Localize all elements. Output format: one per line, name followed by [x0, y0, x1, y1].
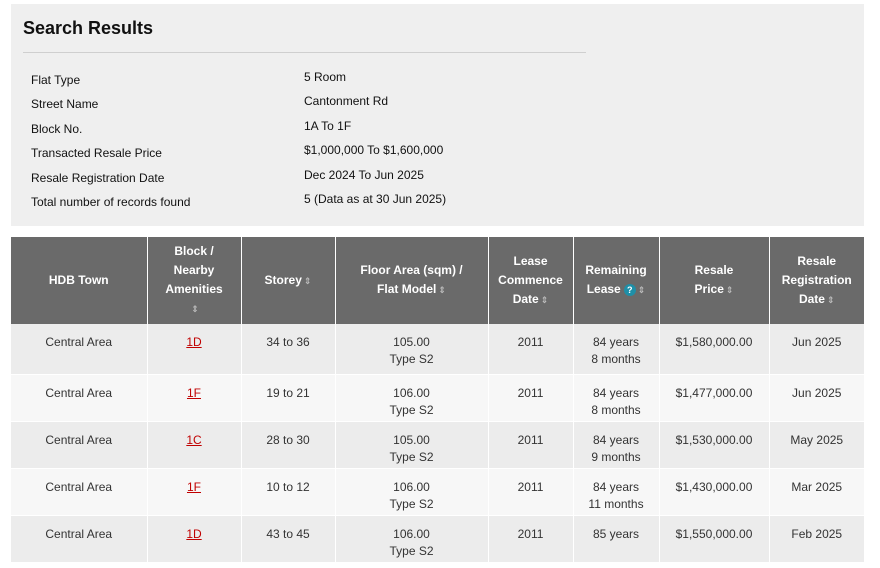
criteria-value: Cantonment Rd: [304, 94, 389, 108]
criteria-value: 5 (Data as at 30 Jun 2025): [304, 192, 447, 206]
block-link[interactable]: 1F: [186, 385, 201, 400]
block-link[interactable]: 1D: [186, 526, 202, 541]
cell-storey: 19 to 21: [241, 374, 336, 422]
cell-lease-commence: 2011: [488, 421, 574, 469]
cell-block: 1D: [147, 324, 242, 375]
cell-registration-date: Feb 2025: [769, 515, 864, 563]
table-row: Central Area 1D 43 to 45 106.00 Type S2 2…: [11, 515, 864, 563]
results-table: HDB Town Block / Nearby Amenities ⇕ Stor…: [11, 237, 864, 563]
header-hdb-town: HDB Town: [11, 237, 148, 324]
cell-block: 1F: [147, 374, 242, 422]
header-remaining-lease[interactable]: Remaining Lease? ⇕: [573, 237, 660, 324]
sort-arrows-icon[interactable]: ⇕: [725, 285, 734, 295]
cell-registration-date: Jun 2025: [769, 374, 864, 422]
cell-town: Central Area: [11, 515, 148, 563]
criteria-label: Resale Registration Date: [31, 171, 165, 185]
table-row: Central Area 1F 19 to 21 106.00 Type S2 2…: [11, 374, 864, 422]
cell-storey: 43 to 45: [241, 515, 336, 563]
header-resale-price[interactable]: Resale Price ⇕: [659, 237, 770, 324]
cell-resale-price: $1,580,000.00: [659, 324, 770, 375]
cell-storey: 34 to 36: [241, 324, 336, 375]
cell-block: 1C: [147, 421, 242, 469]
header-registration-date[interactable]: Resale Registration Date ⇕: [769, 237, 864, 324]
cell-lease-commence: 2011: [488, 324, 574, 375]
criteria-row-resale-price: Transacted Resale Price $1,000,000 To $1…: [31, 143, 831, 163]
block-link[interactable]: 1C: [186, 432, 202, 447]
cell-lease-commence: 2011: [488, 515, 574, 563]
cell-registration-date: Mar 2025: [769, 468, 864, 516]
cell-town: Central Area: [11, 421, 148, 469]
cell-resale-price: $1,530,000.00: [659, 421, 770, 469]
cell-remaining-lease: 84 years 9 months: [573, 421, 660, 469]
criteria-row-flat-type: Flat Type 5 Room: [31, 70, 831, 90]
cell-registration-date: Jun 2025: [769, 324, 864, 375]
cell-storey: 10 to 12: [241, 468, 336, 516]
sort-arrows-icon[interactable]: ⇕: [191, 304, 199, 314]
sort-arrows-icon[interactable]: ⇕: [303, 275, 312, 286]
cell-remaining-lease: 84 years 8 months: [573, 324, 660, 375]
header-block[interactable]: Block / Nearby Amenities ⇕: [147, 237, 242, 324]
table-header-row: HDB Town Block / Nearby Amenities ⇕ Stor…: [11, 237, 864, 324]
criteria-label: Street Name: [31, 97, 99, 111]
cell-lease-commence: 2011: [488, 468, 574, 516]
criteria-row-block-no: Block No. 1A To 1F: [31, 119, 831, 139]
header-storey[interactable]: Storey ⇕: [241, 237, 336, 324]
criteria-value: 5 Room: [304, 70, 347, 84]
cell-resale-price: $1,477,000.00: [659, 374, 770, 422]
criteria-value: $1,000,000 To $1,600,000: [304, 143, 444, 157]
criteria-value: 1A To 1F: [304, 119, 352, 133]
table-row: Central Area 1D 34 to 36 105.00 Type S2 2…: [11, 324, 864, 375]
cell-floor-area: 105.00 Type S2: [335, 421, 489, 469]
header-floor-area[interactable]: Floor Area (sqm) / Flat Model ⇕: [335, 237, 489, 324]
cell-block: 1D: [147, 515, 242, 563]
cell-remaining-lease: 84 years 11 months: [573, 468, 660, 516]
table-row: Central Area 1C 28 to 30 105.00 Type S2 2…: [11, 421, 864, 469]
cell-town: Central Area: [11, 324, 148, 375]
sort-arrows-icon[interactable]: ⇕: [540, 294, 549, 305]
criteria-row-record-count: Total number of records found 5 (Data as…: [31, 192, 831, 212]
cell-storey: 28 to 30: [241, 421, 336, 469]
search-results-panel: Search Results Flat Type 5 Room Street N…: [11, 4, 864, 226]
cell-floor-area: 106.00 Type S2: [335, 515, 489, 563]
cell-block: 1F: [147, 468, 242, 516]
sort-arrows-icon[interactable]: ⇕: [438, 285, 446, 295]
table-row: Central Area 1F 10 to 12 106.00 Type S2 2…: [11, 468, 864, 516]
sort-arrows-icon[interactable]: ⇕: [637, 285, 646, 295]
sort-arrows-icon[interactable]: ⇕: [826, 294, 835, 305]
cell-floor-area: 106.00 Type S2: [335, 374, 489, 422]
cell-town: Central Area: [11, 374, 148, 422]
help-icon[interactable]: ?: [623, 284, 636, 296]
cell-lease-commence: 2011: [488, 374, 574, 422]
cell-floor-area: 106.00 Type S2: [335, 468, 489, 516]
criteria-label: Total number of records found: [31, 195, 191, 209]
criteria-label: Flat Type: [31, 73, 81, 87]
criteria-row-street-name: Street Name Cantonment Rd: [31, 94, 831, 114]
criteria-label: Transacted Resale Price: [31, 146, 162, 160]
cell-floor-area: 105.00 Type S2: [335, 324, 489, 375]
block-link[interactable]: 1D: [186, 335, 202, 349]
criteria-label: Block No.: [31, 122, 83, 136]
criteria-value: Dec 2024 To Jun 2025: [304, 168, 424, 182]
cell-town: Central Area: [11, 468, 148, 516]
page-title: Search Results: [23, 18, 154, 38]
cell-resale-price: $1,550,000.00: [659, 515, 770, 563]
title-divider: [23, 52, 586, 53]
criteria-row-registration-date: Resale Registration Date Dec 2024 To Jun…: [31, 168, 831, 188]
header-lease-commence[interactable]: Lease Commence Date ⇕: [488, 237, 574, 324]
cell-registration-date: May 2025: [769, 421, 864, 469]
cell-resale-price: $1,430,000.00: [659, 468, 770, 516]
cell-remaining-lease: 85 years: [573, 515, 660, 563]
cell-remaining-lease: 84 years 8 months: [573, 374, 660, 422]
block-link[interactable]: 1F: [186, 479, 201, 494]
